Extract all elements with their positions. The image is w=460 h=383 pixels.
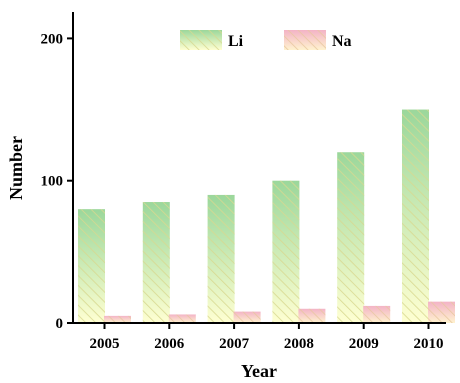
bar-hatch-na-2005 — [104, 315, 131, 323]
y-tick-label-0: 0 — [56, 316, 64, 332]
x-tick-label-2009: 2009 — [349, 336, 379, 352]
legend-swatch-li-hatch — [180, 30, 222, 50]
x-tick-label-2007: 2007 — [219, 336, 250, 352]
x-ticks: 2005 2006 2007 2008 2009 2010 — [90, 323, 444, 352]
legend: Li Na — [180, 30, 352, 50]
bar-hatch-li-2007 — [207, 194, 235, 323]
bar-hatch-na-2009 — [363, 305, 391, 323]
bar-hatch-na-2010 — [428, 301, 455, 323]
x-tick-label-2010: 2010 — [414, 336, 444, 352]
x-tick-label-2008: 2008 — [284, 336, 314, 352]
bar-hatch-na-2006 — [168, 314, 196, 323]
bar-hatch-li-2006 — [142, 202, 170, 323]
y-axis-title: Number — [6, 136, 26, 200]
y-tick-label-100: 100 — [41, 174, 64, 190]
bar-hatch-li-2005 — [78, 209, 105, 323]
x-axis-title: Year — [241, 361, 277, 381]
y-tick-label-200: 200 — [41, 31, 64, 47]
bar-hatch-na-2007 — [233, 311, 261, 323]
x-tick-label-2005: 2005 — [90, 336, 120, 352]
legend-label-na: Na — [332, 33, 352, 50]
bars-group — [78, 109, 455, 323]
legend-swatch-na-hatch — [284, 30, 326, 50]
bar-hatch-li-2008 — [272, 180, 300, 323]
bar-hatch-li-2010 — [402, 109, 429, 323]
bar-hatch-li-2009 — [337, 152, 365, 323]
x-tick-label-2006: 2006 — [154, 336, 185, 352]
y-ticks: 0 100 200 — [41, 31, 73, 332]
bar-hatch-na-2008 — [298, 308, 326, 323]
legend-label-li: Li — [228, 33, 244, 50]
